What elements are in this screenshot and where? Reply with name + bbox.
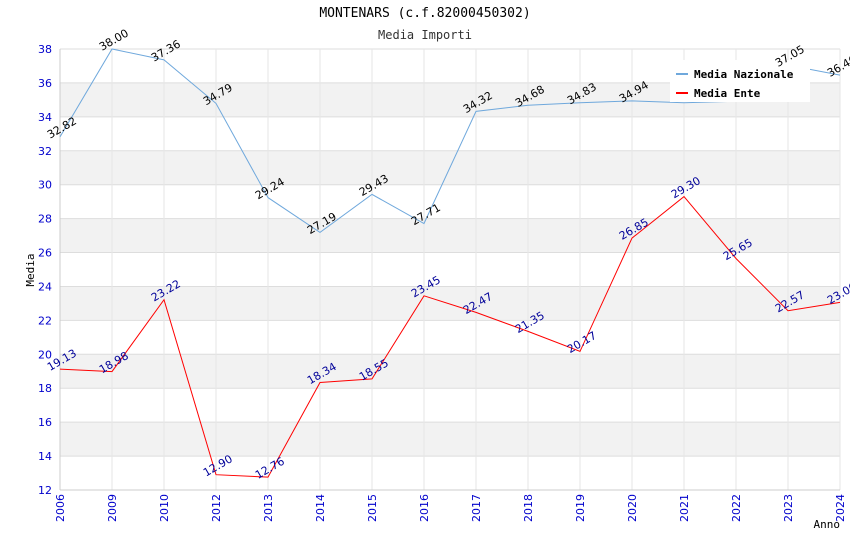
legend-label: Media Ente: [694, 87, 761, 100]
y-tick-label: 20: [38, 348, 52, 361]
plot-background-bands: [60, 48, 840, 491]
x-tick-label: 2023: [782, 494, 795, 522]
y-tick-label: 16: [38, 416, 52, 429]
grid-band: [60, 286, 840, 321]
x-tick-label: 2013: [262, 494, 275, 522]
legend-label: Media Nazionale: [694, 68, 794, 81]
x-tick-label: 2021: [678, 494, 691, 522]
y-tick-label: 24: [38, 280, 52, 293]
x-tick-label: 2020: [626, 494, 639, 522]
grid-band: [60, 116, 840, 151]
x-tick-label: 2017: [470, 494, 483, 522]
grid-band: [60, 388, 840, 423]
vertical-gridlines: [59, 49, 841, 490]
x-tick-label: 2010: [158, 494, 171, 522]
legend: Media Nazionale Media Ente: [670, 60, 810, 102]
y-tick-label: 36: [38, 77, 52, 90]
x-tick-label: 2012: [210, 494, 223, 522]
y-axis-ticks: 12 14 16 18 20 22 24 26 28 30 32 34 36 38: [38, 43, 52, 497]
x-tick-label: 2018: [522, 494, 535, 522]
x-tick-label: 2016: [418, 494, 431, 522]
grid-band: [60, 252, 840, 287]
chart-title: MONTENARS (c.f.82000450302): [319, 6, 531, 21]
x-tick-label: 2019: [574, 494, 587, 522]
grid-band: [60, 218, 840, 253]
x-tick-label: 2022: [730, 494, 743, 522]
y-tick-label: 38: [38, 43, 52, 56]
grid-band: [60, 422, 840, 457]
y-tick-label: 18: [38, 382, 52, 395]
y-axis-title: Media: [24, 253, 37, 286]
x-tick-label: 2024: [834, 494, 847, 522]
series-line: [59, 195, 841, 478]
y-tick-label: 34: [38, 111, 52, 124]
y-tick-label: 14: [38, 450, 52, 463]
y-tick-label: 12: [38, 484, 52, 497]
x-axis-title: Anno: [814, 518, 841, 531]
chart-subtitle: Media Importi: [378, 28, 472, 42]
y-tick-label: 28: [38, 213, 52, 226]
x-tick-label: 2009: [106, 494, 119, 522]
y-tick-label: 22: [38, 314, 52, 327]
x-axis-ticks: 2006 2009 2010 2012 2013 2014 2015 2016 2017 2018…: [54, 494, 847, 522]
y-tick-label: 26: [38, 247, 52, 260]
grid-band: [60, 320, 840, 355]
x-tick-label: 2014: [314, 494, 327, 522]
axes: [59, 49, 840, 491]
grid-band: [60, 184, 840, 219]
x-tick-label: 2015: [366, 494, 379, 522]
grid-band: [60, 456, 840, 490]
y-tick-label: 30: [38, 179, 52, 192]
grid-band: [60, 354, 840, 389]
x-tick-label: 2006: [54, 494, 67, 522]
legend-box: [670, 60, 810, 102]
y-tick-label: 32: [38, 145, 52, 158]
